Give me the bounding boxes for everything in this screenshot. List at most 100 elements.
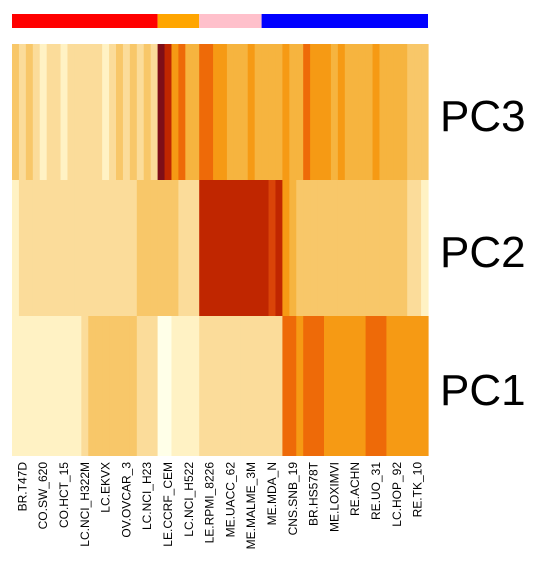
heatmap-cell-pc2-2-3 [46,180,55,316]
column-label-6: OV.OVCAR_3 [119,462,133,538]
row-label-pc2: PC2 [440,228,526,277]
column-label-17: RE.ACHN [348,462,362,516]
heatmap-cell-pc1-10-3 [213,316,221,456]
heatmap-cell-pc1-20-1 [407,316,415,456]
heatmap-cell-pc3-13-1 [261,44,270,180]
heatmap-cell-pc2-15-3 [317,180,325,316]
heatmap-cell-pc3-20-2 [414,44,422,180]
heatmap-cell-pc2-6-1 [116,180,124,316]
heatmap-cell-pc2-10-1 [199,180,207,316]
column-label-8: LE.CCRF_CEM [161,462,175,547]
heatmap-cell-pc3-19-2 [393,44,401,180]
heatmap-cell-pc2-10-2 [206,180,214,316]
heatmap-cell-pc3-3-2 [60,44,69,180]
heatmap-cell-pc1-18-1 [365,316,374,456]
heatmap-cell-pc1-8-1 [157,316,166,456]
heatmap-cell-pc1-4-2 [81,316,89,456]
group-color-bar [12,14,428,28]
heatmap-cell-pc1-5-1 [95,316,103,456]
heatmap-cell-pc1-6-2 [122,316,131,456]
heatmap-cell-pc1-19-2 [393,316,401,456]
heatmap-cell-pc3-15-3 [317,44,325,180]
heatmap-cell-pc1-4-1 [74,316,82,456]
heatmap-cell-pc2-7-1 [136,180,145,316]
heatmap-cell-pc1-14-3 [296,316,304,456]
column-labels: BR.T47D CO.SW_620 CO.HCT_15 LC.NCI_H322M LC.… [15,461,424,549]
heatmap-cell-pc1-5-3 [109,316,117,456]
heatmap-cell-pc3-11-2 [226,44,235,180]
heatmap-cell-pc2-11-3 [233,180,242,316]
heatmap-cell-pc2-12-1 [240,180,249,316]
column-label-7: LC.NCI_H23 [140,462,154,530]
heatmap-cell-pc2-14-1 [282,180,290,316]
heatmap-cell-pc1-2-1 [32,316,41,456]
heatmap-cell-pc3-18-1 [365,44,374,180]
heatmap-cell-pc2-4-3 [88,180,96,316]
heatmap-cell-pc2-14-2 [289,180,297,316]
heatmap-cell-pc3-16-1 [324,44,332,180]
heatmap-cell-pc3-14-3 [296,44,304,180]
heatmap-cell-pc1-15-2 [310,316,318,456]
heatmap-cell-pc3-10-2 [206,44,214,180]
heatmap-cell-pc1-6-1 [116,316,124,456]
heatmap-cell-pc3-8-1 [157,44,166,180]
heatmap-cell-pc3-19-3 [400,44,408,180]
heatmap-cell-pc3-6-3 [129,44,138,180]
heatmap-cell-pc2-2-1 [32,180,41,316]
heatmap-cell-pc2-16-3 [337,180,346,316]
heatmap-cell-pc3-20-3 [421,44,429,180]
group-bar-segment-2 [157,14,200,28]
heatmap-cell-pc2-9-2 [185,180,193,316]
heatmap-cell-pc2-12-2 [247,180,256,316]
heatmap-cell-pc1-16-1 [324,316,332,456]
heatmap-cell-pc2-6-3 [129,180,138,316]
column-label-4: LC.NCI_H322M [78,462,92,547]
heatmap-cell-pc1-18-3 [379,316,387,456]
heatmap-cell-pc2-5-1 [95,180,103,316]
heatmap-cell-pc2-3-2 [60,180,69,316]
heatmap-cell-pc3-4-3 [88,44,96,180]
heatmap-cell-pc1-13-1 [261,316,270,456]
heatmap-cell-pc2-14-3 [296,180,304,316]
heatmap-cell-pc1-9-3 [192,316,200,456]
heatmap-cell-pc3-10-3 [213,44,221,180]
heatmap-cell-pc2-1-3 [25,180,34,316]
heatmap-cell-pc1-17-3 [358,316,367,456]
heatmap-cell-pc2-8-1 [157,180,166,316]
heatmap-cell-pc1-14-1 [282,316,290,456]
heatmap-cell-pc2-4-2 [81,180,89,316]
heatmap-cell-pc2-15-2 [310,180,318,316]
heatmap-cell-pc2-4-1 [74,180,82,316]
heatmap-cell-pc1-9-2 [185,316,193,456]
column-label-20: RE.TK_10 [411,462,425,518]
heatmap-cell-pc3-9-3 [192,44,200,180]
heatmap-cell-pc1-15-1 [303,316,311,456]
heatmap-cell-pc2-20-1 [407,180,415,316]
heatmap-cell-pc1-13-2 [268,316,277,456]
heatmap-cell-pc2-10-3 [213,180,221,316]
column-label-9: LC.NCI_H522 [182,462,196,537]
heatmap-cell-pc1-17-2 [351,316,360,456]
group-bar-segment-1 [12,14,158,28]
heatmap-cell-pc2-17-2 [351,180,360,316]
heatmap-cell-pc3-1-2 [18,44,27,180]
heatmap-cell-pc2-18-2 [372,180,381,316]
heatmap-cell-pc3-2-2 [39,44,48,180]
heatmap-cell-pc1-7-3 [150,316,159,456]
heatmap-cell-pc3-6-2 [122,44,131,180]
heatmap-cell-pc1-1-3 [25,316,34,456]
heatmap-cell-pc3-4-1 [74,44,82,180]
heatmap-cell-pc3-18-2 [372,44,381,180]
heatmap-cell-pc1-3-3 [67,316,75,456]
heatmap-cell-pc1-12-1 [240,316,249,456]
column-label-10: LE.RPMI_8226 [203,462,217,544]
heatmap-cell-pc2-9-1 [178,180,186,316]
heatmap-cell-pc2-16-2 [330,180,339,316]
heatmap-cell-pc1-11-1 [220,316,228,456]
heatmap-cell-pc3-7-2 [143,44,152,180]
column-label-14: CNS.SNB_19 [286,462,300,536]
column-label-13: ME.MDA_N [265,462,279,525]
heatmap-cell-pc1-8-2 [164,316,173,456]
heatmap-cell-pc1-13-3 [275,316,283,456]
